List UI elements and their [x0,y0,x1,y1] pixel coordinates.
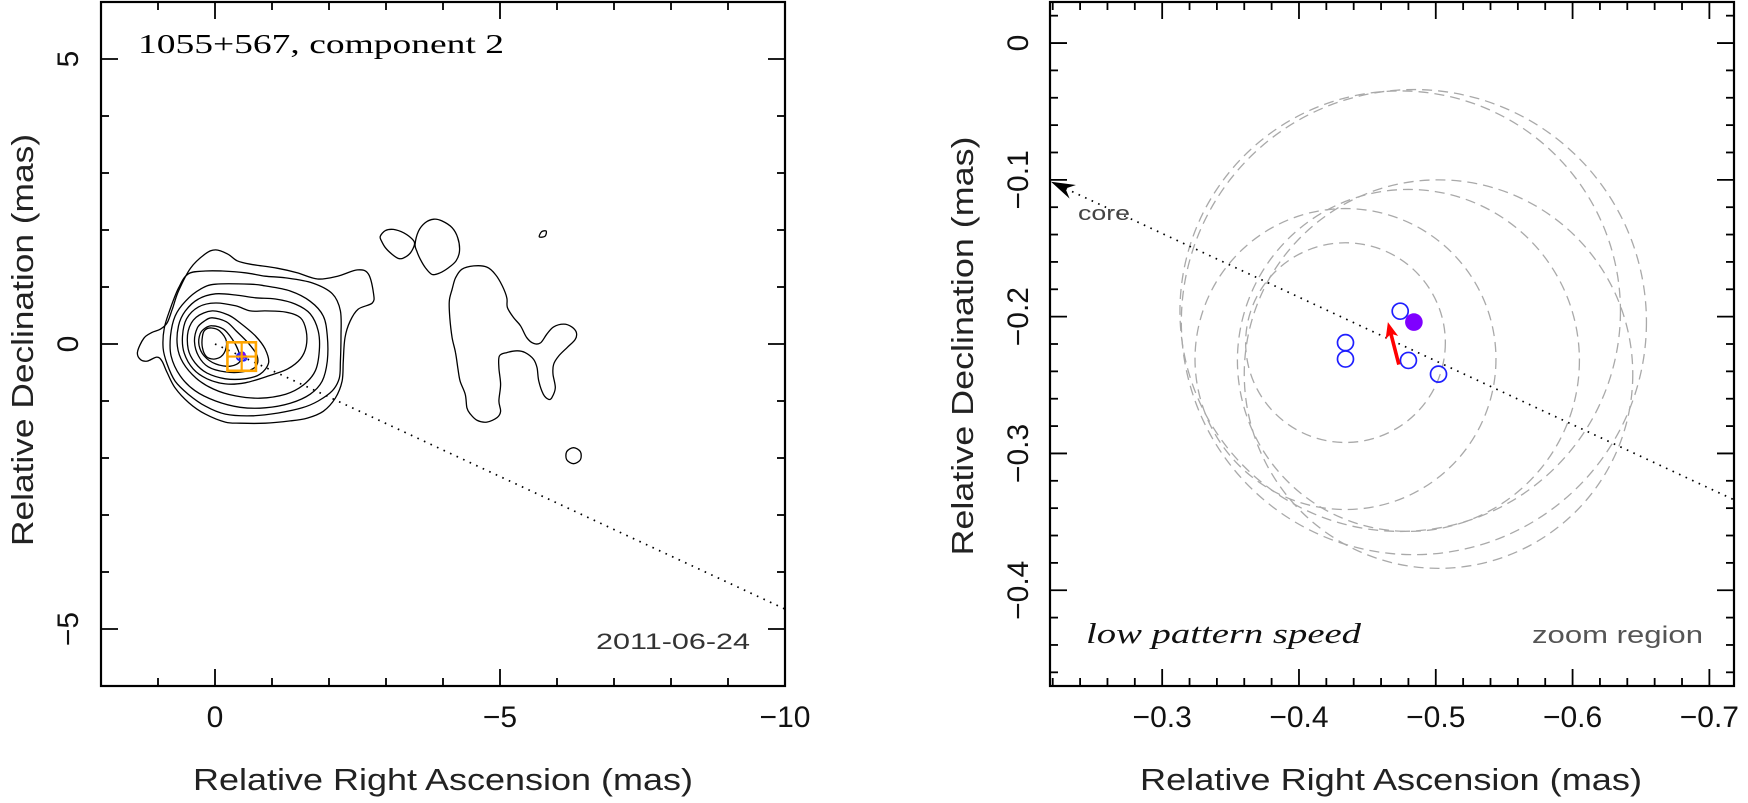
contour-line [565,447,582,465]
filled-component-marker [1405,313,1423,331]
contour-line [169,283,329,409]
jet-axis-right [1051,181,1734,501]
x-tick-label: −0.7 [1680,701,1739,734]
y-tick-label: −0.4 [1002,561,1035,620]
core-direction-arrowhead [1051,181,1076,199]
y-tick-label: −0.1 [1002,150,1035,209]
x-tick-label: −5 [483,701,517,734]
x-tick-label: −10 [760,701,811,734]
uncertainty-circle [1243,179,1634,570]
x-tick-label: −0.5 [1406,701,1465,734]
x-tick-label: −0.4 [1269,701,1328,734]
x-tick-label: −0.3 [1133,701,1192,734]
contour-line [186,310,270,381]
jet-axis-line [1065,187,1734,501]
contour-line [201,327,228,360]
y-tick-label: −0.3 [1002,424,1035,483]
plot-frame-right [1048,0,1736,688]
x-axis-label-right: Relative Right Ascension (mas) [1140,762,1642,797]
zoom-region-label: zoom region [1532,622,1703,649]
x-tick-label: 0 [207,701,224,734]
zoom-region-box [226,340,258,373]
motion-arrow-group [1385,322,1401,365]
map-title: 1055+567, component 2 [138,29,504,59]
component-marker [1336,333,1355,352]
component-marker [1336,350,1355,368]
y-tick-label: 0 [1002,35,1035,52]
y-tick-label: −0.2 [1002,287,1035,346]
uncertainty-circle [1236,188,1581,533]
component-marker [1429,365,1448,383]
contour-line [176,292,321,399]
y-axis-label-left: Relative Declination (mas) [5,134,40,546]
y-tick-label: 0 [52,336,85,353]
y-axis-label-right: Relative Declination (mas) [945,137,980,556]
motion-arrow-shaft [1389,333,1401,365]
axis-ticks-right [1050,2,1734,686]
y-tick-label: −5 [52,612,85,646]
zoom-panel: −0.3 −0.4 −0.5 −0.6 −0.7 0 −0.1 −0.2 −0.3 −0.4 co… [945,0,1739,797]
contour-line [198,325,242,367]
uncertainty-circle [1244,242,1447,444]
uncertainty-circles [1179,88,1648,570]
uncertainty-circle [1180,88,1648,556]
contour-line [193,317,259,374]
motion-arrowhead [1385,322,1399,340]
plot-frame-left [99,0,787,688]
contour-line [136,249,375,425]
x-tick-label: −0.6 [1543,701,1602,734]
core-label: core [1078,203,1130,225]
tick-labels-left: 0 −5 −10 5 0 −5 [52,51,810,734]
contour-map-panel: 0 −5 −10 5 0 −5 1055+567, component 2 2011-06… [5,0,810,797]
contour-line [379,228,416,260]
component-marker [1391,302,1410,321]
tick-labels-right: −0.3 −0.4 −0.5 −0.6 −0.7 0 −0.1 −0.2 −0.3 −0.4 [1002,35,1739,734]
axis-ticks-left [101,2,785,686]
x-axis-label-left: Relative Right Ascension (mas) [193,762,693,797]
observation-date: 2011-06-24 [596,629,750,654]
uncertainty-circle [1194,207,1497,511]
plot-area-right [1051,88,1734,570]
contour-line [538,230,548,238]
contour-line [448,265,578,423]
contour-lines [136,218,582,465]
plot-area-left [136,218,785,610]
component-marker [1399,351,1418,370]
pattern-speed-label: low pattern speed [1086,619,1362,650]
contour-line [181,302,308,385]
contour-line [414,218,461,276]
contour-line [162,270,342,417]
y-tick-label: 5 [52,51,85,68]
component-markers [1336,302,1448,383]
uncertainty-circle [1179,90,1622,533]
